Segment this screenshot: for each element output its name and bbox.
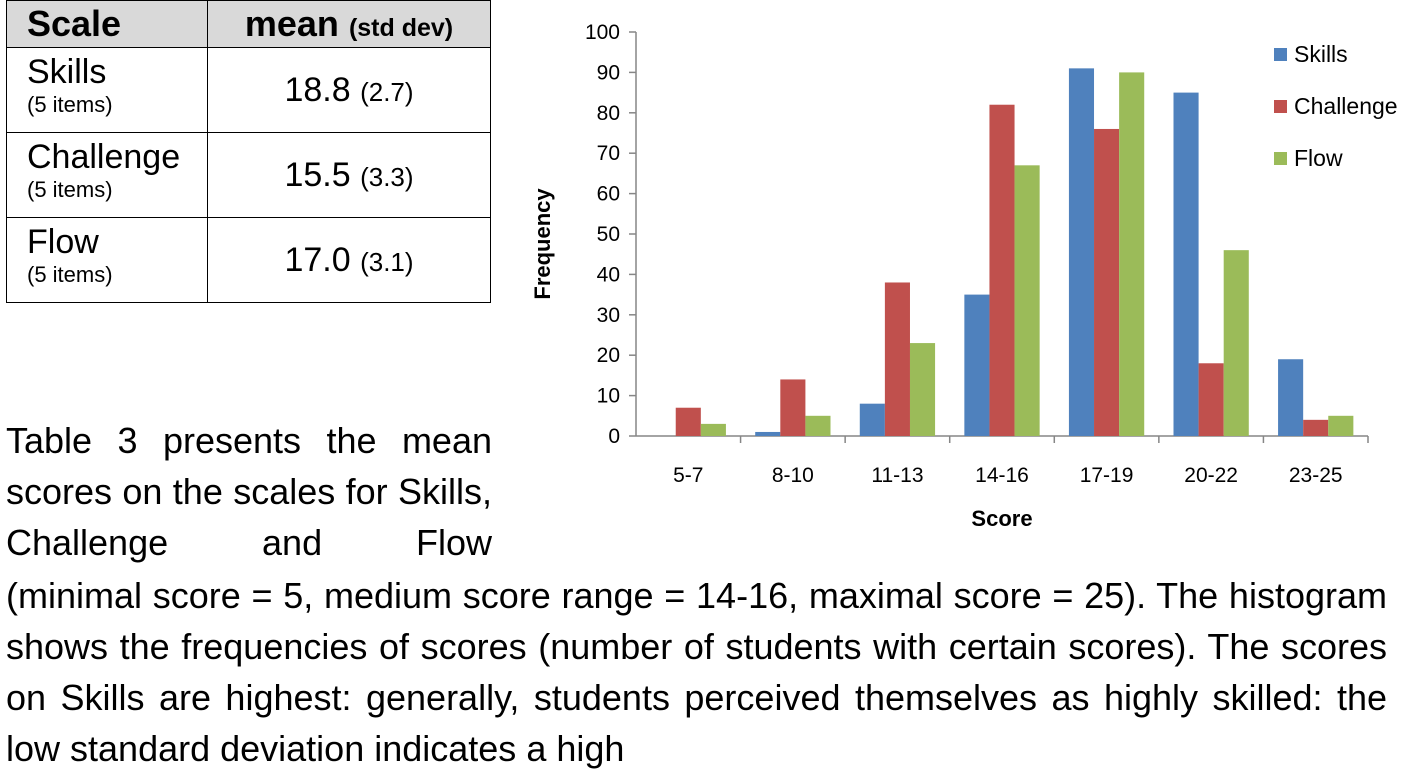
- bar-skills: [1173, 92, 1199, 436]
- table-row: Flow (5 items) 17.0 (3.1): [6, 217, 491, 303]
- bar-challenge: [989, 104, 1015, 436]
- bar-flow: [805, 415, 831, 436]
- y-tick-label: 70: [597, 142, 620, 165]
- bar-skills: [964, 294, 990, 436]
- scale-cell: Flow (5 items): [6, 217, 208, 303]
- y-tick-label: 80: [597, 102, 620, 125]
- mean-cell: 17.0 (3.1): [207, 217, 491, 303]
- legend-label-flow: Flow: [1294, 145, 1343, 171]
- header-scale: Scale: [6, 0, 208, 48]
- scale-cell: Skills (5 items): [6, 47, 208, 133]
- legend-label-skills: Skills: [1294, 41, 1348, 67]
- bar-challenge: [884, 282, 910, 436]
- x-tick-label: 14-16: [975, 464, 1029, 487]
- y-tick-label: 20: [597, 344, 620, 367]
- bar-flow: [909, 343, 936, 436]
- stats-table: Scale mean (std dev) Skills (5 items) 18…: [6, 0, 491, 303]
- table-header-row: Scale mean (std dev): [6, 0, 491, 48]
- x-tick-label: 20-22: [1184, 464, 1238, 487]
- scale-name: Challenge: [27, 138, 181, 176]
- bar-flow: [700, 423, 726, 436]
- histogram-chart: 0 10 20 30 40 50 60 70 80 90 100 5-7 8-10 11-13 14-16 1…: [530, 21, 1398, 531]
- chart-legend: Skills Challenge Flow: [1274, 41, 1398, 171]
- mean-value: 18.8: [284, 70, 351, 109]
- bar-challenge: [1094, 128, 1120, 436]
- mean-cell: 18.8 (2.7): [207, 47, 491, 133]
- y-tick-label: 40: [597, 263, 620, 286]
- bar-challenge: [675, 407, 701, 436]
- x-tick-label: 5-7: [673, 464, 703, 487]
- scale-items: (5 items): [27, 177, 113, 202]
- bar-skills: [859, 403, 885, 436]
- legend-label-challenge: Challenge: [1294, 93, 1398, 119]
- paragraph-intro: Table 3 presents the mean scores on the …: [6, 420, 492, 563]
- x-tick-label: 8-10: [772, 464, 814, 487]
- y-tick-label: 60: [597, 183, 620, 206]
- bar-flow: [1328, 415, 1354, 436]
- bar-skills: [1278, 359, 1304, 436]
- y-tick-label: 0: [608, 425, 620, 448]
- table-row: Skills (5 items) 18.8 (2.7): [6, 47, 491, 133]
- y-tick-label: 30: [597, 304, 620, 327]
- bar-challenge: [1198, 363, 1224, 436]
- y-axis-title: Frequency: [530, 188, 555, 300]
- bar-flow: [1014, 165, 1040, 436]
- legend-swatch-flow: [1274, 152, 1287, 165]
- chart-bars: [675, 68, 1354, 437]
- header-std-label: (std dev): [348, 14, 454, 42]
- x-tick-label: 11-13: [871, 464, 923, 487]
- y-tick-label: 100: [585, 21, 620, 44]
- bar-challenge: [1303, 419, 1329, 436]
- table-row: Challenge (5 items) 15.5 (3.3): [6, 132, 491, 218]
- legend-swatch-challenge: [1274, 100, 1287, 113]
- sd-value: (2.7): [360, 76, 414, 107]
- mean-value: 17.0: [284, 240, 351, 279]
- legend-swatch-skills: [1274, 48, 1287, 61]
- header-mean-label: mean: [244, 3, 339, 44]
- bar-flow: [1119, 72, 1145, 437]
- bar-challenge: [780, 379, 806, 436]
- y-tick-label: 50: [597, 223, 620, 246]
- bar-skills: [1068, 68, 1095, 437]
- scale-name: Skills: [27, 53, 107, 91]
- chart-axes: 0 10 20 30 40 50 60 70 80 90 100 5-7 8-10 11-13 14-16 1…: [585, 21, 1369, 487]
- x-axis-title: Score: [971, 506, 1032, 531]
- mean-cell: 15.5 (3.3): [207, 132, 491, 218]
- y-tick-label: 90: [597, 61, 620, 84]
- x-tick-label: 17-19: [1080, 464, 1134, 487]
- y-tick-label: 10: [597, 385, 620, 408]
- sd-value: (3.1): [360, 246, 414, 277]
- scale-name: Flow: [27, 223, 99, 261]
- header-scale-label: Scale: [27, 3, 122, 44]
- sd-value: (3.3): [360, 161, 414, 192]
- paragraph-body: (minimal score = 5, medium score range =…: [6, 575, 1387, 769]
- bar-skills: [755, 431, 781, 436]
- scale-items: (5 items): [27, 92, 113, 117]
- scale-cell: Challenge (5 items): [6, 132, 208, 218]
- bar-flow: [1223, 250, 1249, 436]
- scale-items: (5 items): [27, 262, 113, 287]
- mean-value: 15.5: [284, 155, 351, 194]
- header-mean: mean (std dev): [207, 0, 491, 48]
- x-tick-label: 23-25: [1289, 464, 1343, 487]
